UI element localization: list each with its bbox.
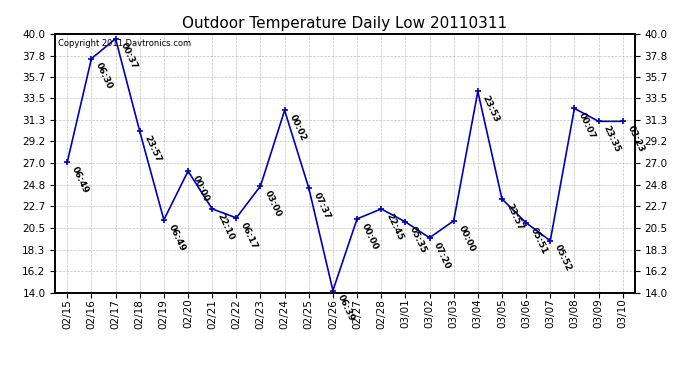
Text: 05:51: 05:51 [529, 226, 549, 255]
Text: 05:35: 05:35 [408, 225, 428, 254]
Text: 06:49: 06:49 [167, 223, 187, 252]
Text: 00:37: 00:37 [119, 42, 139, 71]
Text: 06:49: 06:49 [70, 165, 90, 195]
Text: 00:07: 00:07 [578, 111, 598, 141]
Text: 22:10: 22:10 [215, 211, 235, 242]
Text: 23:57: 23:57 [505, 202, 525, 232]
Text: 00:00: 00:00 [457, 224, 477, 253]
Text: 07:37: 07:37 [312, 191, 332, 220]
Text: 03:23: 03:23 [626, 124, 646, 154]
Text: 06:30: 06:30 [95, 62, 115, 91]
Title: Outdoor Temperature Daily Low 20110311: Outdoor Temperature Daily Low 20110311 [182, 16, 508, 31]
Text: 00:00: 00:00 [360, 222, 380, 251]
Text: 00:00: 00:00 [191, 174, 211, 203]
Text: 07:20: 07:20 [433, 240, 453, 270]
Text: 03:00: 03:00 [264, 189, 284, 218]
Text: 06:17: 06:17 [239, 220, 259, 251]
Text: 06:39: 06:39 [336, 293, 356, 323]
Text: 00:02: 00:02 [288, 113, 308, 142]
Text: 22:45: 22:45 [384, 211, 404, 242]
Text: 23:53: 23:53 [481, 94, 501, 124]
Text: 05:52: 05:52 [553, 243, 573, 273]
Text: 23:35: 23:35 [602, 124, 622, 154]
Text: Copyright 2011 Davtronics.com: Copyright 2011 Davtronics.com [58, 39, 191, 48]
Text: 23:57: 23:57 [143, 134, 163, 164]
